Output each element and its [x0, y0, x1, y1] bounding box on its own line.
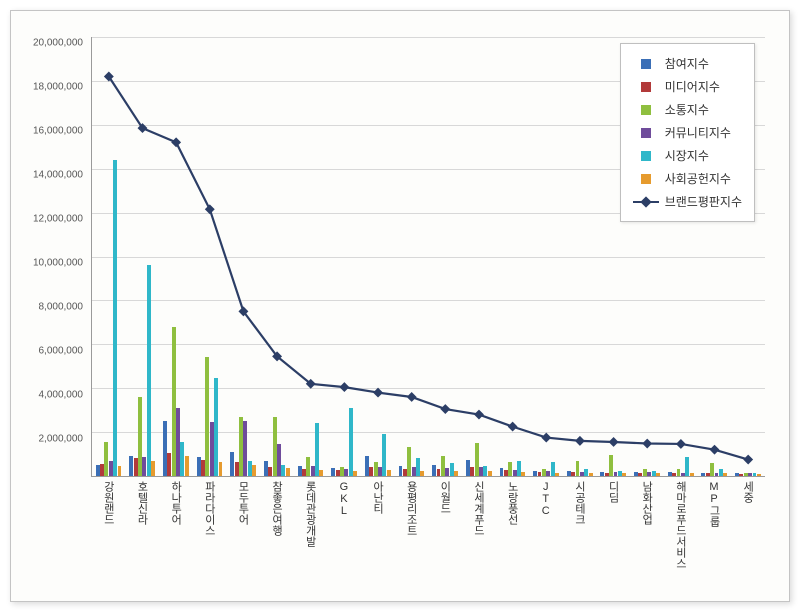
- legend-label: 사회공헌지수: [665, 170, 731, 187]
- y-tick-label: 16,000,000: [33, 126, 83, 137]
- legend-label: 브랜드평판지수: [665, 193, 742, 210]
- x-tick-label: 이월드: [439, 481, 450, 514]
- line-marker: [642, 439, 652, 449]
- legend: 참여지수미디어지수소통지수커뮤니티지수시장지수사회공헌지수브랜드평판지수: [620, 43, 755, 222]
- y-tick-label: 2,000,000: [39, 434, 84, 445]
- x-tick-label: JTC: [540, 481, 551, 517]
- line-marker: [373, 388, 383, 398]
- y-tick-label: 4,000,000: [39, 390, 84, 401]
- image-frame: 참여지수미디어지수소통지수커뮤니티지수시장지수사회공헌지수브랜드평판지수 2,0…: [0, 0, 800, 612]
- legend-swatch: [633, 105, 659, 115]
- legend-label: 시장지수: [665, 147, 709, 164]
- x-tick-label: 하나투어: [170, 481, 181, 525]
- line-marker: [339, 382, 349, 392]
- line-marker: [171, 137, 181, 147]
- plot-wrap: 참여지수미디어지수소통지수커뮤니티지수시장지수사회공헌지수브랜드평판지수 2,0…: [25, 29, 775, 587]
- y-tick-label: 12,000,000: [33, 214, 83, 225]
- line-marker: [541, 433, 551, 443]
- legend-label: 미디어지수: [665, 78, 720, 95]
- x-tick-label: 노랑풍선: [506, 481, 517, 525]
- y-tick-label: 10,000,000: [33, 258, 83, 269]
- legend-swatch: [633, 197, 659, 207]
- x-tick-label: GKL: [338, 481, 349, 517]
- x-tick-label: 참좋은여행: [271, 481, 282, 536]
- x-tick-label: 세중: [742, 481, 753, 503]
- x-tick-label: 시공테크: [573, 481, 584, 525]
- line-marker: [508, 422, 518, 432]
- line-marker: [676, 439, 686, 449]
- x-tick-label: 강원랜드: [102, 481, 113, 525]
- legend-swatch: [633, 59, 659, 69]
- x-tick-label: 호텔신라: [136, 481, 147, 525]
- legend-swatch: [633, 128, 659, 138]
- legend-item: 소통지수: [633, 98, 742, 121]
- y-tick-label: 8,000,000: [39, 302, 84, 313]
- line-marker: [710, 445, 720, 455]
- legend-label: 참여지수: [665, 55, 709, 72]
- x-tick-label: 롯데관광개발: [304, 481, 315, 547]
- y-tick-label: 14,000,000: [33, 170, 83, 181]
- legend-label: 소통지수: [665, 101, 709, 118]
- legend-swatch: [633, 82, 659, 92]
- chart-card: 참여지수미디어지수소통지수커뮤니티지수시장지수사회공헌지수브랜드평판지수 2,0…: [10, 10, 790, 602]
- x-tick-label: 남화산업: [641, 481, 652, 525]
- line-marker: [609, 437, 619, 447]
- legend-item: 커뮤니티지수: [633, 121, 742, 144]
- line-marker: [407, 392, 417, 402]
- x-tick-label: 파라다이스: [203, 481, 214, 536]
- line-marker: [743, 455, 753, 465]
- x-tick-label: 모두투어: [237, 481, 248, 525]
- x-tick-label: MP그룹: [708, 481, 719, 527]
- line-marker: [440, 404, 450, 414]
- legend-swatch: [633, 151, 659, 161]
- line-marker: [575, 436, 585, 446]
- legend-item: 브랜드평판지수: [633, 190, 742, 213]
- y-tick-label: 18,000,000: [33, 82, 83, 93]
- x-tick-label: 신세계푸드: [472, 481, 483, 536]
- legend-item: 미디어지수: [633, 75, 742, 98]
- legend-item: 참여지수: [633, 52, 742, 75]
- y-tick-label: 6,000,000: [39, 346, 84, 357]
- line-marker: [474, 410, 484, 420]
- legend-swatch: [633, 174, 659, 184]
- x-tick-label: 용평리조트: [405, 481, 416, 536]
- y-axis: 2,000,000 4,000,000 6,000,000 8,000,000 10,0…: [25, 37, 87, 477]
- legend-item: 사회공헌지수: [633, 167, 742, 190]
- legend-item: 시장지수: [633, 144, 742, 167]
- legend-label: 커뮤니티지수: [665, 124, 731, 141]
- x-tick-label: 디딤: [607, 481, 618, 503]
- x-tick-label: 해마로푸드서비스: [674, 481, 685, 569]
- y-tick-label: 20,000,000: [33, 38, 83, 49]
- line-marker: [205, 204, 215, 214]
- x-axis: 강원랜드 호텔신라 하나투어 파라다이스 모두투어 참좋은여행 롯데관광개발 GKL 아난티 용평…: [91, 479, 765, 587]
- x-tick-label: 아난티: [372, 481, 383, 514]
